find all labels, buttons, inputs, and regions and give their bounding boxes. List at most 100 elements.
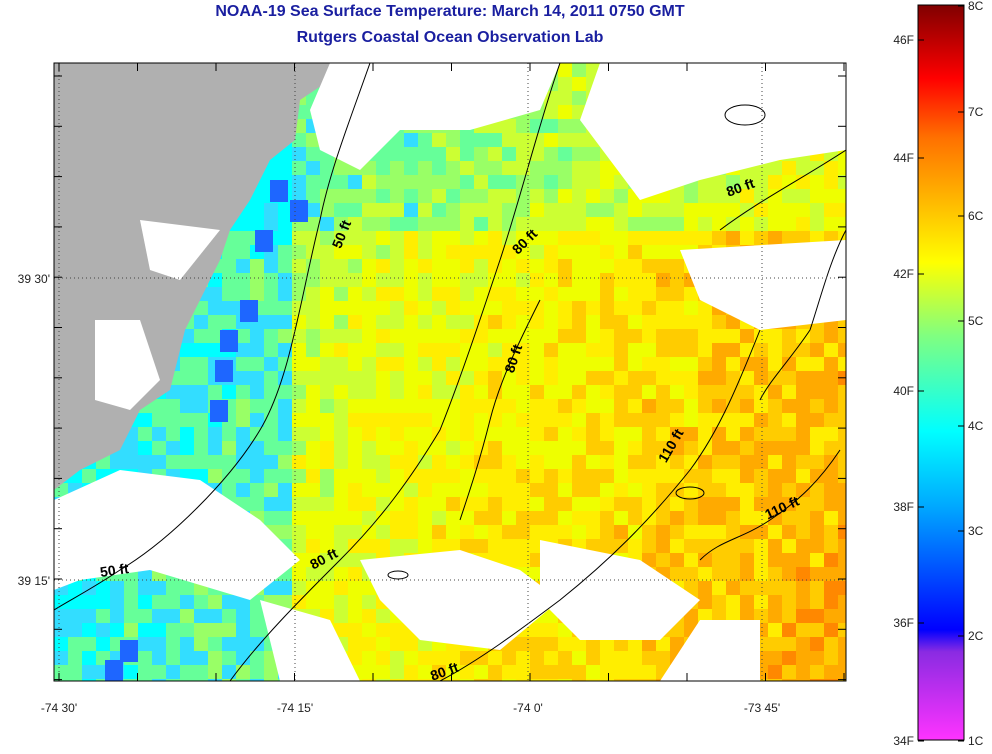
sst-pixel	[264, 441, 278, 455]
sst-pixel	[306, 525, 320, 539]
sst-pixel	[726, 371, 740, 385]
sst-pixel	[236, 413, 250, 427]
sst-pixel	[600, 273, 614, 287]
sst-pixel	[684, 343, 698, 357]
sst-pixel	[376, 469, 390, 483]
sst-pixel	[754, 329, 768, 343]
sst-pixel	[320, 259, 334, 273]
sst-pixel	[642, 539, 656, 553]
sst-pixel	[390, 371, 404, 385]
sst-pixel	[656, 357, 670, 371]
sst-pixel	[726, 217, 740, 231]
sst-pixel	[264, 427, 278, 441]
sst-pixel	[656, 287, 670, 301]
sst-pixel	[446, 231, 460, 245]
sst-pixel	[824, 469, 838, 483]
sst-pixel	[488, 203, 502, 217]
sst-pixel	[376, 245, 390, 259]
colorbar-f-label: 42F	[893, 267, 914, 281]
sst-pixel	[404, 343, 418, 357]
sst-pixel	[138, 427, 152, 441]
sst-pixel	[586, 315, 600, 329]
sst-pixel	[740, 231, 754, 245]
sst-pixel	[586, 385, 600, 399]
sst-pixel	[306, 175, 320, 189]
sst-pixel	[180, 427, 194, 441]
sst-pixel	[222, 483, 236, 497]
sst-pixel	[502, 315, 516, 329]
sst-pixel	[782, 329, 796, 343]
sst-pixel	[628, 357, 642, 371]
sst-pixel	[600, 231, 614, 245]
sst-pixel	[306, 203, 320, 217]
sst-pixel	[432, 273, 446, 287]
sst-pixel	[656, 427, 670, 441]
sst-pixel	[600, 343, 614, 357]
sst-pixel	[628, 483, 642, 497]
sst-pixel	[586, 259, 600, 273]
sst-pixel	[334, 301, 348, 315]
sst-pixel	[600, 189, 614, 203]
sst-pixel	[614, 511, 628, 525]
sst-pixel	[138, 455, 152, 469]
sst-pixel	[474, 147, 488, 161]
sst-pixel	[796, 553, 810, 567]
sst-pixel	[390, 231, 404, 245]
sst-pixel	[502, 161, 516, 175]
sst-pixel	[628, 427, 642, 441]
sst-pixel	[740, 511, 754, 525]
sst-pixel	[320, 217, 334, 231]
sst-pixel	[628, 497, 642, 511]
sst-pixel	[306, 161, 320, 175]
sst-pixel	[376, 357, 390, 371]
sst-pixel	[782, 469, 796, 483]
sst-pixel	[740, 455, 754, 469]
sst-pixel	[502, 399, 516, 413]
sst-pixel	[572, 77, 586, 91]
sst-pixel	[600, 287, 614, 301]
sst-pixel	[838, 455, 846, 469]
sst-pixel	[768, 203, 782, 217]
sst-pixel	[502, 455, 516, 469]
sst-pixel	[376, 287, 390, 301]
sst-pixel	[124, 455, 138, 469]
sst-pixel	[628, 385, 642, 399]
sst-pixel	[194, 399, 208, 413]
sst-pixel	[264, 343, 278, 357]
sst-pixel	[488, 385, 502, 399]
sst-pixel	[782, 231, 796, 245]
sst-pixel	[740, 217, 754, 231]
sst-pixel	[460, 511, 474, 525]
sst-pixel	[572, 343, 586, 357]
sst-pixel	[236, 329, 250, 343]
sst-pixel	[600, 329, 614, 343]
sst-pixel	[306, 259, 320, 273]
sst-pixel	[236, 287, 250, 301]
sst-pixel	[390, 525, 404, 539]
sst-pixel	[390, 455, 404, 469]
sst-pixel	[530, 413, 544, 427]
sst-pixel	[138, 441, 152, 455]
sst-pixel	[684, 287, 698, 301]
sst-pixel	[796, 413, 810, 427]
sst-pixel	[320, 413, 334, 427]
sst-pixel	[236, 455, 250, 469]
sst-pixel	[824, 385, 838, 399]
sst-pixel	[502, 483, 516, 497]
sst-pixel	[320, 161, 334, 175]
sst-pixel	[586, 525, 600, 539]
sst-pixel	[768, 217, 782, 231]
sst-pixel	[320, 231, 334, 245]
sst-pixel	[572, 315, 586, 329]
sst-pixel	[488, 329, 502, 343]
sst-pixel	[348, 455, 362, 469]
sst-pixel	[754, 357, 768, 371]
sst-pixel	[754, 469, 768, 483]
sst-pixel	[810, 371, 824, 385]
sst-pixel	[544, 301, 558, 315]
sst-pixel	[600, 413, 614, 427]
sst-pixel	[460, 175, 474, 189]
sst-pixel	[656, 525, 670, 539]
sst-pixel	[670, 203, 684, 217]
